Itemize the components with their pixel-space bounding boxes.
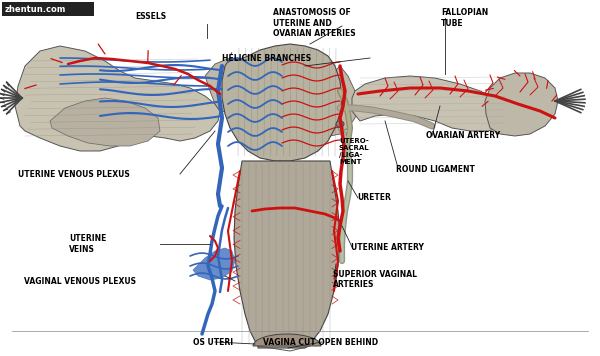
Text: SUPERIOR VAGINAL
ARTERIES: SUPERIOR VAGINAL ARTERIES: [333, 270, 417, 289]
Polygon shape: [193, 248, 235, 280]
Text: UTERINE VENOUS PLEXUS: UTERINE VENOUS PLEXUS: [18, 170, 130, 179]
Text: URETER: URETER: [357, 193, 391, 202]
Text: UTERINE ARTERY: UTERINE ARTERY: [351, 243, 424, 252]
Polygon shape: [222, 44, 342, 161]
Polygon shape: [352, 76, 510, 131]
Text: UTERO-
SACRAL
/LIGA-
MENT: UTERO- SACRAL /LIGA- MENT: [339, 138, 370, 165]
Polygon shape: [485, 73, 558, 136]
Polygon shape: [234, 161, 340, 348]
Text: zhentun.com: zhentun.com: [5, 5, 67, 14]
Text: HÉLICINE BRANCHES: HÉLICINE BRANCHES: [222, 54, 311, 63]
Polygon shape: [15, 46, 220, 151]
Text: VAGINA CUT OPEN BEHIND: VAGINA CUT OPEN BEHIND: [263, 338, 379, 347]
Text: OS UTERI: OS UTERI: [193, 338, 233, 347]
Polygon shape: [253, 334, 321, 346]
Text: ROUND LIGAMENT: ROUND LIGAMENT: [396, 164, 475, 174]
Polygon shape: [50, 98, 160, 146]
Text: VAGINAL VENOUS PLEXUS: VAGINAL VENOUS PLEXUS: [24, 277, 136, 286]
Text: OVARIAN ARTERY: OVARIAN ARTERY: [426, 131, 500, 140]
Text: ANASTOMOSIS OF
UTERINE AND
OVARIAN ARTERIES: ANASTOMOSIS OF UTERINE AND OVARIAN ARTER…: [273, 8, 356, 38]
FancyBboxPatch shape: [2, 2, 94, 16]
Text: FALLOPIAN
TUBE: FALLOPIAN TUBE: [441, 8, 488, 27]
Polygon shape: [318, 66, 358, 136]
Text: ESSELS: ESSELS: [135, 11, 166, 21]
Ellipse shape: [336, 121, 344, 127]
Text: UTERINE
VEINS: UTERINE VEINS: [69, 234, 106, 253]
Polygon shape: [205, 58, 260, 114]
